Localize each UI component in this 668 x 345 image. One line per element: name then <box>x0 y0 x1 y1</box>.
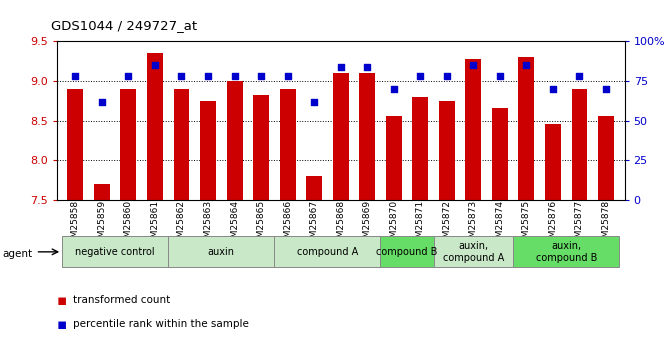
Point <box>283 73 293 79</box>
Point <box>202 73 213 79</box>
Bar <box>598 116 614 200</box>
Point <box>548 86 558 92</box>
Point <box>256 73 267 79</box>
Text: GSM25864: GSM25864 <box>230 200 239 249</box>
Bar <box>492 108 508 200</box>
Bar <box>434 236 513 267</box>
Text: percentile rank within the sample: percentile rank within the sample <box>73 319 249 329</box>
Text: GSM25859: GSM25859 <box>98 200 106 249</box>
Bar <box>359 73 375 200</box>
Text: GDS1044 / 249727_at: GDS1044 / 249727_at <box>51 19 197 32</box>
Text: GSM25858: GSM25858 <box>71 200 80 249</box>
Point <box>521 62 532 68</box>
Text: GSM25878: GSM25878 <box>601 200 611 249</box>
Text: GSM25862: GSM25862 <box>177 200 186 249</box>
Text: GSM25860: GSM25860 <box>124 200 133 249</box>
Point <box>70 73 81 79</box>
Point <box>97 99 108 105</box>
Bar <box>412 97 428 200</box>
Bar <box>62 236 168 267</box>
Point <box>442 73 452 79</box>
Bar <box>94 184 110 200</box>
Text: GSM25870: GSM25870 <box>389 200 398 249</box>
Text: GSM25871: GSM25871 <box>415 200 425 249</box>
Text: negative control: negative control <box>75 247 155 257</box>
Bar <box>168 236 275 267</box>
Text: GSM25875: GSM25875 <box>522 200 531 249</box>
Text: compound B: compound B <box>376 247 438 257</box>
Text: agent: agent <box>2 249 32 258</box>
Bar <box>518 57 534 200</box>
Point <box>494 73 505 79</box>
Text: GSM25867: GSM25867 <box>310 200 319 249</box>
Text: GSM25873: GSM25873 <box>469 200 478 249</box>
Point <box>415 73 426 79</box>
Text: GSM25861: GSM25861 <box>150 200 160 249</box>
Text: GSM25868: GSM25868 <box>336 200 345 249</box>
Text: GSM25874: GSM25874 <box>496 200 504 249</box>
Bar <box>545 124 561 200</box>
Text: ▪: ▪ <box>57 293 67 308</box>
Point <box>574 73 584 79</box>
Bar <box>381 236 434 267</box>
Text: auxin,
compound B: auxin, compound B <box>536 241 597 263</box>
Bar <box>306 176 322 200</box>
Bar <box>67 89 84 200</box>
Text: GSM25876: GSM25876 <box>548 200 557 249</box>
Point <box>150 62 160 68</box>
Bar <box>147 53 163 200</box>
Text: GSM25865: GSM25865 <box>257 200 266 249</box>
Point <box>388 86 399 92</box>
Bar <box>280 89 295 200</box>
Point <box>176 73 187 79</box>
Point <box>362 64 373 70</box>
Point <box>309 99 319 105</box>
Point <box>468 62 479 68</box>
Bar <box>572 89 587 200</box>
Text: transformed count: transformed count <box>73 295 171 305</box>
Point <box>229 73 240 79</box>
Text: GSM25863: GSM25863 <box>204 200 212 249</box>
Point <box>601 86 611 92</box>
Text: auxin,
compound A: auxin, compound A <box>443 241 504 263</box>
Bar <box>333 73 349 200</box>
Text: GSM25877: GSM25877 <box>575 200 584 249</box>
Bar <box>466 59 482 200</box>
Bar <box>200 101 216 200</box>
Bar <box>386 116 401 200</box>
Bar <box>174 89 190 200</box>
Text: GSM25872: GSM25872 <box>442 200 452 249</box>
Text: GSM25869: GSM25869 <box>363 200 371 249</box>
Bar <box>513 236 619 267</box>
Bar <box>439 101 455 200</box>
Point <box>335 64 346 70</box>
Text: auxin: auxin <box>208 247 234 257</box>
Text: ▪: ▪ <box>57 317 67 332</box>
Bar <box>226 81 242 200</box>
Bar <box>275 236 381 267</box>
Bar <box>120 89 136 200</box>
Bar <box>253 95 269 200</box>
Text: compound A: compound A <box>297 247 358 257</box>
Text: GSM25866: GSM25866 <box>283 200 292 249</box>
Point <box>123 73 134 79</box>
